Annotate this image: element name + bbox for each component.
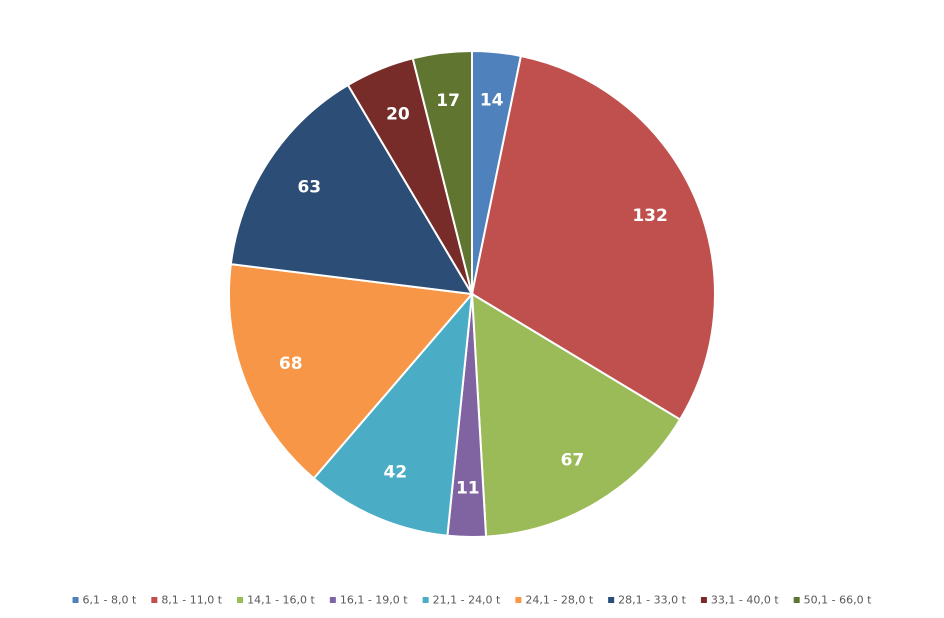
pie-slices bbox=[228, 49, 716, 538]
legend-item: 24,1 - 28,0 t bbox=[515, 594, 594, 607]
legend-item: 28,1 - 33,0 t bbox=[608, 594, 687, 607]
legend-label: 8,1 - 11,0 t bbox=[161, 594, 222, 607]
legend-marker bbox=[700, 597, 707, 603]
legend-label: 14,1 - 16,0 t bbox=[247, 594, 315, 607]
data-label: 42 bbox=[384, 463, 408, 483]
pie-slice bbox=[470, 54, 716, 421]
legend-label: 28,1 - 33,0 t bbox=[618, 594, 686, 607]
legend-marker bbox=[329, 597, 336, 603]
data-label: 20 bbox=[386, 104, 410, 124]
legend-marker bbox=[151, 597, 158, 603]
legend-marker bbox=[515, 597, 522, 603]
legend-item: 8,1 - 11,0 t bbox=[151, 594, 223, 607]
pie-slice bbox=[229, 83, 474, 296]
pie-slice bbox=[312, 290, 474, 537]
legend-label: 24,1 - 28,0 t bbox=[525, 594, 593, 607]
chart-legend: 6,1 - 8,0 t 8,1 - 11,0 t 14,1 - 16,0 t 16,1… bbox=[72, 594, 872, 607]
pie-slice bbox=[470, 292, 682, 538]
legend-marker bbox=[608, 597, 615, 603]
data-label: 68 bbox=[279, 354, 303, 374]
legend-label: 16,1 - 19,0 t bbox=[340, 594, 408, 607]
legend-item: 16,1 - 19,0 t bbox=[329, 594, 408, 607]
legend-label: 33,1 - 40,0 t bbox=[711, 594, 779, 607]
data-label: 67 bbox=[561, 450, 585, 470]
legend-label: 21,1 - 24,0 t bbox=[433, 594, 501, 607]
legend-item: 14,1 - 16,0 t bbox=[237, 594, 316, 607]
legend-label: 6,1 - 8,0 t bbox=[83, 594, 137, 607]
legend-marker bbox=[237, 597, 244, 603]
data-label: 11 bbox=[456, 478, 480, 498]
legend-label: 50,1 - 66,0 t bbox=[804, 594, 872, 607]
legend-item: 33,1 - 40,0 t bbox=[700, 594, 779, 607]
pie-data-labels: 14 132 67 11 42 68 63 20 17 bbox=[279, 91, 668, 499]
legend-marker bbox=[422, 597, 429, 603]
legend-marker bbox=[72, 597, 79, 603]
data-label: 14 bbox=[480, 91, 504, 111]
legend-marker bbox=[793, 597, 800, 603]
data-label: 132 bbox=[632, 206, 668, 226]
legend-item: 21,1 - 24,0 t bbox=[422, 594, 501, 607]
legend-item: 50,1 - 66,0 t bbox=[793, 594, 872, 607]
legend-item: 6,1 - 8,0 t bbox=[72, 594, 137, 607]
data-label: 63 bbox=[297, 178, 321, 198]
pie-slice bbox=[411, 49, 473, 295]
data-label: 17 bbox=[436, 91, 460, 111]
pie-slice bbox=[228, 263, 474, 480]
